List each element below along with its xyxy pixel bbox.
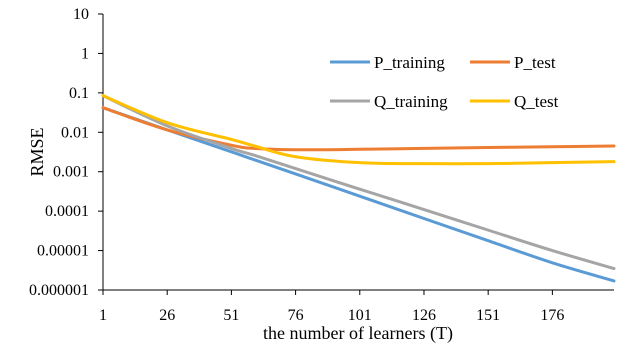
x-tick-label: 51 xyxy=(223,307,239,324)
x-tick-label: 126 xyxy=(412,307,436,324)
legend: P_training P_test Q_training Q_test xyxy=(330,53,559,111)
x-tick-label: 26 xyxy=(159,307,175,324)
x-tick-label: 76 xyxy=(288,307,304,324)
series-lines xyxy=(101,94,616,283)
legend-label: P_training xyxy=(374,53,445,72)
y-tick-label: 0.00001 xyxy=(37,243,89,260)
series-line-p-training xyxy=(101,106,616,283)
y-axis-title: RMSE xyxy=(27,127,47,176)
legend-label: P_test xyxy=(514,53,556,72)
series-line-q-test xyxy=(101,94,616,166)
series-line-q-training xyxy=(101,94,616,271)
x-tick-label: 176 xyxy=(540,307,564,324)
y-tick-label: 0.001 xyxy=(53,164,89,181)
x-axis-title: the number of learners (T) xyxy=(263,323,453,344)
y-tick-label: 0.1 xyxy=(69,85,89,102)
x-tick-label: 1 xyxy=(99,307,107,324)
x-tick-label: 151 xyxy=(476,307,500,324)
x-tick-label: 101 xyxy=(348,307,372,324)
legend-label: Q_test xyxy=(514,92,559,111)
axes xyxy=(98,13,614,295)
y-tick-label: 10 xyxy=(73,6,89,23)
y-tick-label: 0.000001 xyxy=(29,282,89,299)
y-tick-label: 0.0001 xyxy=(45,203,89,220)
y-tick-label: 0.01 xyxy=(61,124,89,141)
legend-label: Q_training xyxy=(374,92,448,111)
y-tick-label: 1 xyxy=(81,45,89,62)
